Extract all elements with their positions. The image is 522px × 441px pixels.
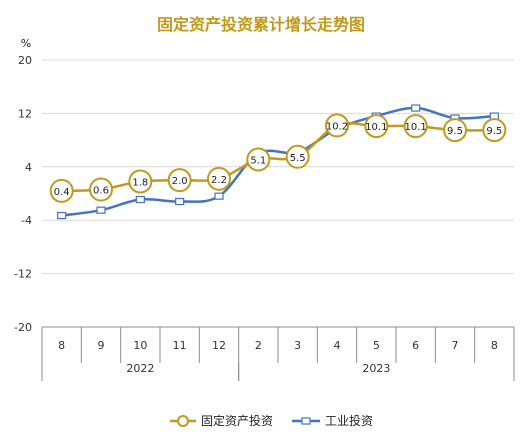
y-tick-label: -20 [14, 321, 32, 334]
y-tick-label: -12 [14, 268, 32, 281]
legend-label: 固定资产投资 [201, 413, 273, 428]
chart-title: 固定资产投资累计增长走势图 [157, 15, 365, 34]
data-label: 0.4 [54, 187, 70, 198]
point-marker [128, 169, 153, 194]
x-tick-label: 10 [133, 339, 147, 352]
point-marker [411, 104, 421, 112]
point-marker [57, 211, 67, 220]
x-tick-label: 4 [334, 339, 341, 352]
x-axis: 8 9 10 11 12 2 3 4 5 6 7 8 2022 2023 [41, 326, 515, 381]
data-label: 0.6 [93, 185, 109, 196]
x-tick-label: 11 [173, 339, 187, 352]
data-label: 1.8 [132, 177, 148, 188]
data-label: 10.1 [365, 122, 387, 133]
legend-marker [177, 415, 189, 427]
point-marker [214, 192, 224, 200]
grid-lines [42, 59, 514, 328]
point-marker [207, 166, 231, 191]
data-label: 2.0 [172, 176, 188, 187]
year-label: 2022 [126, 362, 154, 375]
x-tick-label: 8 [491, 339, 498, 352]
x-tick-label: 3 [294, 339, 301, 352]
legend-label: 工业投资 [325, 413, 373, 428]
data-label: 2.2 [211, 175, 227, 186]
data-label: 5.5 [290, 153, 306, 164]
point-marker [364, 114, 389, 139]
y-tick-label: 4 [25, 161, 32, 174]
y-axis-unit: % [21, 37, 31, 50]
legend-marker [301, 417, 311, 425]
series-lines [61, 106, 495, 217]
data-label: 10.1 [405, 122, 427, 133]
x-tick-label: 5 [373, 339, 380, 352]
legend: 固定资产投资 工业投资 [170, 413, 373, 428]
x-tick-label: 8 [58, 339, 65, 352]
x-tick-label: 7 [452, 339, 459, 352]
point-marker [89, 177, 113, 202]
point-marker [325, 113, 349, 138]
y-tick-label: 20 [18, 54, 32, 67]
point-marker [167, 168, 192, 193]
data-label: 9.5 [486, 126, 502, 137]
series-line [61, 122, 495, 193]
point-marker [403, 114, 428, 139]
point-marker [482, 118, 507, 143]
series-markers: 0.4 0.6 1.8 2.0 2.2 5.1 5.5 10.2 10.1 10.1 9.5 9.5 [49, 104, 507, 220]
data-label: 9.5 [447, 126, 463, 137]
x-tick-label: 9 [98, 339, 105, 352]
point-marker [443, 118, 467, 143]
point-marker [175, 197, 185, 206]
point-marker [135, 195, 145, 204]
y-axis-ticks: 20 12 4 -4 -12 -20 [14, 54, 32, 334]
x-tick-label: 2 [255, 339, 262, 352]
point-marker [285, 144, 310, 169]
point-marker [96, 206, 106, 214]
point-marker [49, 178, 74, 203]
x-tick-label: 12 [212, 339, 226, 352]
y-tick-label: 12 [18, 107, 32, 120]
data-label: 10.2 [326, 121, 348, 132]
x-tick-label: 6 [412, 339, 419, 352]
year-label: 2023 [362, 362, 390, 375]
data-label: 5.1 [250, 155, 266, 166]
y-tick-label: -4 [21, 214, 32, 227]
point-marker [246, 147, 271, 172]
series-line [61, 106, 495, 217]
